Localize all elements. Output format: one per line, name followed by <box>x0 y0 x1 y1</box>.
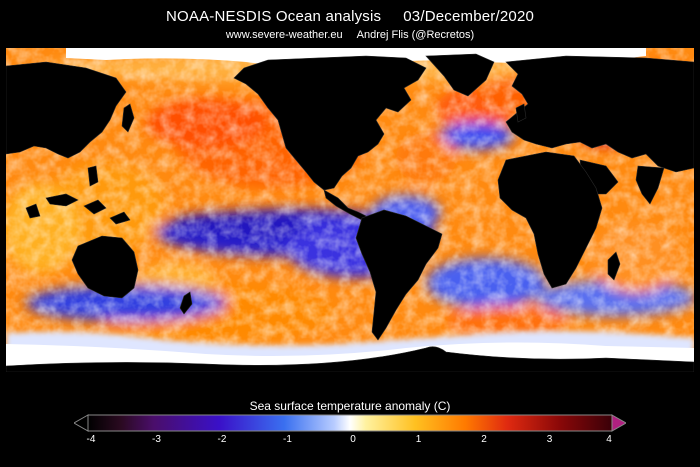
north-america <box>233 55 427 191</box>
tick-label: -4 <box>86 434 96 445</box>
website-text: www.severe-weather.eu <box>225 29 343 41</box>
sst-anomaly-map <box>6 48 694 372</box>
tick-label: -3 <box>152 434 161 445</box>
eurasia <box>505 55 694 173</box>
colorbar <box>74 414 626 432</box>
land-layer <box>6 53 694 372</box>
map-svg <box>6 48 694 372</box>
british-isles <box>515 103 527 123</box>
colorbar-left-arrow <box>74 414 89 432</box>
east-asia <box>6 61 127 159</box>
antarctica <box>6 346 694 372</box>
madagascar <box>607 251 621 281</box>
tick-label: 2 <box>481 434 487 445</box>
philippines <box>87 165 99 187</box>
tick-label: 1 <box>415 434 422 445</box>
australia <box>71 235 139 299</box>
tick-label: 3 <box>546 434 553 445</box>
greenland <box>425 53 495 97</box>
tick-label: -2 <box>217 434 227 445</box>
title-text: NOAA-NESDIS Ocean analysis <box>165 8 382 25</box>
author-text: Andrej Flis (@Recretos) <box>356 29 475 41</box>
south-america <box>355 209 443 341</box>
map-subtitle: www.severe-weather.eu Andrej Flis (@Recre… <box>0 29 700 41</box>
colorbar-gradient <box>87 414 613 432</box>
analysis-date: 03/December/2020 <box>403 8 535 25</box>
colorbar-right-arrow <box>611 414 626 432</box>
japan <box>121 103 135 133</box>
colorbar-ticks: -4 -3 -2 -1 0 1 2 3 4 <box>0 434 700 448</box>
colorbar-title: Sea surface temperature anomaly (C) <box>249 399 451 413</box>
tick-label: 0 <box>350 434 356 445</box>
tick-label: -1 <box>283 434 292 445</box>
new-zealand <box>179 291 193 315</box>
map-title: NOAA-NESDIS Ocean analysis 03/December/20… <box>0 8 700 25</box>
india <box>635 165 665 205</box>
tick-label: 4 <box>606 434 612 445</box>
indonesia <box>25 193 131 225</box>
africa <box>497 151 603 289</box>
